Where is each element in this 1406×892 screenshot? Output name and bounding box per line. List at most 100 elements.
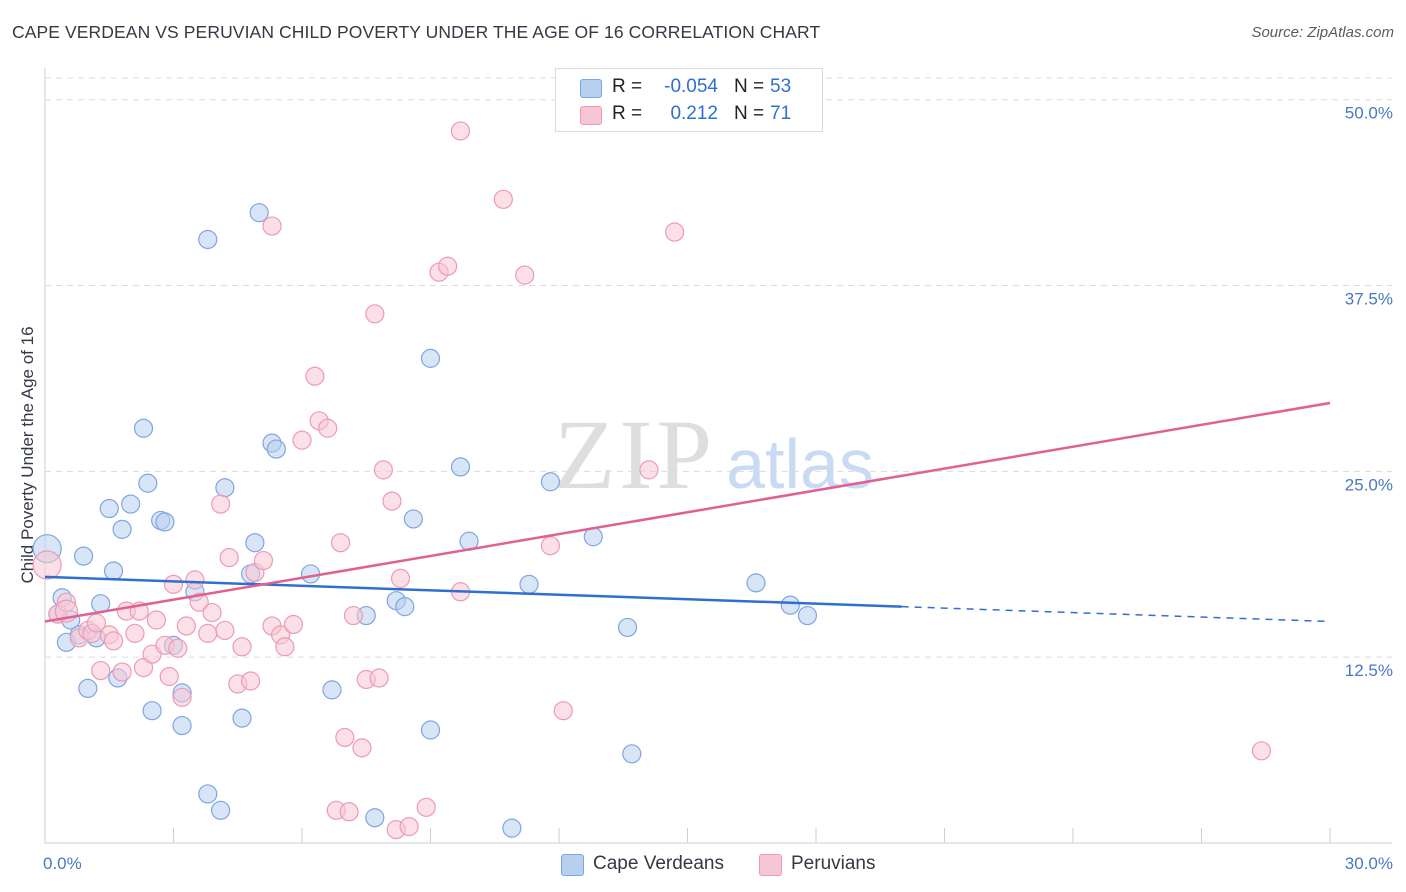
point-cape-verdean: [103, 561, 124, 581]
point-cape-verdean: [420, 348, 441, 368]
point-peruvian: [32, 550, 62, 580]
point-peruvian: [198, 623, 218, 643]
point-peruvian: [1251, 741, 1272, 761]
point-cape-verdean: [746, 573, 766, 593]
point-peruvian: [219, 547, 239, 568]
point-cape-verdean: [519, 574, 539, 594]
trend-lines: [44, 401, 1331, 623]
point-cape-verdean: [232, 708, 252, 728]
chart-title: CAPE VERDEAN VS PERUVIAN CHILD POVERTY U…: [12, 22, 821, 42]
trend-line-cape-verdeans: [44, 575, 902, 608]
series-legend: Cape Verdeans Peruvians: [0, 850, 1406, 880]
point-peruvian: [211, 494, 231, 514]
point-cape-verdean: [365, 808, 385, 828]
point-cape-verdean: [133, 418, 154, 438]
point-peruvian: [665, 222, 685, 242]
point-cape-verdean: [172, 715, 192, 736]
point-cape-verdean: [215, 478, 235, 498]
point-peruvian: [241, 671, 261, 691]
point-cape-verdean: [211, 800, 231, 820]
correlation-legend: R = -0.054 N = 53 R = 0.212 N = 71: [555, 68, 823, 132]
point-cape-verdean: [78, 678, 98, 699]
point-peruvian: [133, 657, 154, 678]
point-cape-verdean: [617, 617, 638, 638]
point-cape-verdean: [112, 519, 132, 539]
point-peruvian: [125, 623, 145, 643]
y-tick-label: 12.5%: [1345, 661, 1393, 680]
legend-swatch-pink: [580, 106, 602, 125]
point-cape-verdean: [138, 473, 158, 493]
point-peruvian: [515, 265, 535, 285]
point-peruvian: [553, 701, 573, 721]
point-cape-verdean: [502, 818, 522, 838]
legend-n-value: 53: [770, 76, 792, 97]
legend-row-cape-verdeans: R = -0.054 N = 53: [556, 73, 822, 101]
point-cape-verdean: [780, 595, 800, 615]
point-cape-verdean: [198, 784, 218, 804]
point-peruvian: [339, 802, 359, 822]
point-peruvian: [416, 797, 436, 817]
legend-n-value: 71: [770, 103, 792, 124]
point-cape-verdean: [121, 494, 141, 514]
point-cape-verdean: [245, 533, 265, 553]
legend-swatch-pink: [759, 854, 782, 876]
point-peruvian: [639, 460, 659, 480]
point-peruvian: [168, 638, 188, 658]
legend-label: Cape Verdeans: [593, 853, 724, 874]
point-peruvian: [343, 605, 363, 626]
point-peruvian: [185, 570, 205, 590]
legend-r-label: R =: [612, 76, 643, 97]
legend-row-peruvians: R = 0.212 N = 71: [556, 100, 822, 128]
point-peruvian: [159, 666, 179, 687]
point-cape-verdean: [155, 512, 175, 532]
point-peruvian: [91, 660, 111, 681]
watermark-zip: ZIP: [554, 399, 716, 510]
tick-labels: 12.5% 25.0% 37.5% 50.0% 0.0% 30.0%: [43, 104, 1393, 873]
point-peruvian: [172, 687, 192, 707]
y-tick-label: 25.0%: [1345, 475, 1393, 494]
trend-line-peruvians: [44, 401, 1331, 623]
point-cape-verdean: [249, 203, 269, 223]
point-cape-verdean: [322, 680, 342, 700]
point-peruvian: [189, 592, 209, 612]
point-cape-verdean: [450, 457, 471, 477]
legend-r-value: -0.054: [664, 76, 718, 97]
point-cape-verdean: [142, 701, 162, 721]
point-peruvian: [330, 533, 351, 553]
point-peruvian: [540, 536, 561, 556]
point-cape-verdean: [99, 498, 119, 519]
point-peruvian: [176, 616, 196, 636]
point-peruvian: [438, 256, 458, 276]
point-peruvian: [335, 727, 355, 748]
point-peruvian: [365, 304, 385, 324]
point-cape-verdean: [266, 439, 286, 459]
point-peruvian: [262, 216, 282, 236]
point-peruvian: [253, 550, 274, 571]
point-peruvian: [450, 121, 471, 141]
legend-swatch-blue: [580, 79, 602, 98]
trend-line-cape-verdeans-extension: [901, 605, 1331, 623]
point-peruvian: [163, 574, 184, 594]
source-label: Source: ZipAtlas.com: [1251, 24, 1394, 41]
point-peruvian: [352, 738, 372, 758]
legend-swatch-blue: [561, 854, 584, 876]
point-cape-verdean: [622, 744, 642, 764]
point-peruvian: [373, 460, 393, 480]
point-peruvian: [318, 418, 338, 438]
axes: [44, 68, 1392, 844]
x-tick-label: 0.0%: [43, 854, 82, 873]
legend-r-label: R =: [612, 103, 643, 124]
point-cape-verdean: [395, 597, 415, 617]
point-peruvian: [493, 189, 513, 209]
point-peruvian: [202, 602, 222, 623]
point-peruvian: [283, 614, 304, 635]
point-cape-verdean: [198, 229, 218, 250]
point-peruvian: [369, 668, 389, 688]
point-peruvian: [292, 430, 312, 450]
legend-n-label: N =: [734, 103, 765, 124]
legend-n-label: N =: [734, 76, 765, 97]
y-tick-label: 37.5%: [1345, 290, 1393, 309]
series-peruvians: [32, 121, 1272, 840]
point-peruvian: [390, 568, 411, 588]
